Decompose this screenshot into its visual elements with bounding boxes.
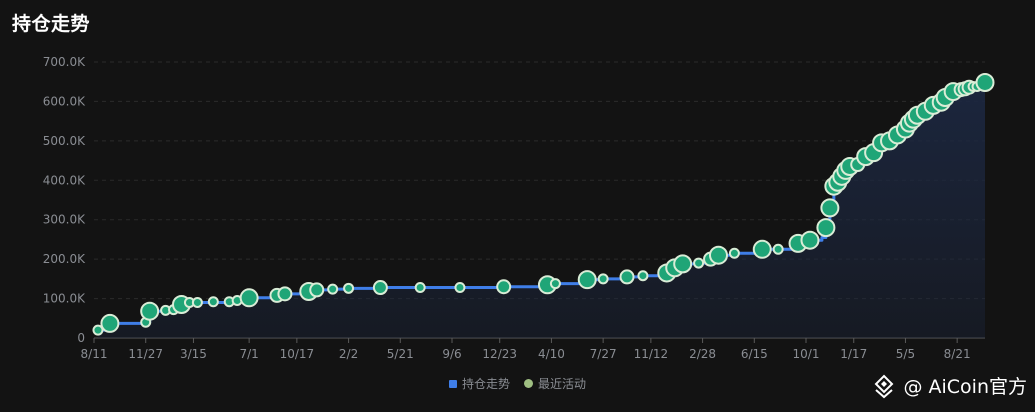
activity-point [414, 282, 426, 294]
activity-point [708, 245, 728, 265]
activity-point [239, 288, 259, 308]
activity-point [816, 218, 836, 238]
activity-point [140, 301, 160, 321]
x-tick-label: 10/17 [280, 347, 315, 361]
y-tick-label: 0 [77, 331, 85, 345]
legend-label-position: 持仓走势 [461, 377, 510, 391]
x-tick-label: 6/15 [741, 347, 768, 361]
y-tick-label: 600.0K [43, 94, 86, 108]
activity-point [693, 257, 705, 269]
y-tick-label: 400.0K [43, 173, 86, 187]
x-tick-label: 7/27 [590, 347, 617, 361]
watermark-text: @ AiCoin官方 [903, 376, 1027, 398]
activity-point [191, 297, 203, 309]
activity-point [372, 280, 388, 296]
activity-point [800, 230, 820, 250]
series-area-fill [97, 82, 986, 338]
y-tick-label: 500.0K [43, 134, 86, 148]
y-tick-label: 300.0K [43, 213, 86, 227]
x-tick-label: 11/27 [128, 347, 163, 361]
x-tick-label: 7/1 [239, 347, 258, 361]
activity-point [728, 247, 740, 259]
activity-point [975, 73, 995, 93]
activity-point [207, 296, 219, 308]
x-tick-label: 12/23 [482, 347, 517, 361]
aicoin-logo-icon [875, 374, 894, 398]
activity-point [619, 269, 635, 285]
activity-point [549, 278, 561, 290]
activity-point [637, 270, 649, 282]
legend-label-activity: 最近活动 [538, 377, 587, 391]
activity-point [309, 282, 325, 298]
x-tick-label: 10/1 [793, 347, 820, 361]
activity-point [277, 286, 293, 302]
activity-point [772, 243, 784, 255]
activity-point [597, 273, 609, 285]
x-tick-label: 1/17 [840, 347, 867, 361]
y-tick-label: 100.0K [43, 292, 86, 306]
x-tick-label: 5/21 [387, 347, 414, 361]
x-tick-label: 2/2 [339, 347, 358, 361]
x-tick-label: 2/28 [689, 347, 716, 361]
activity-point [820, 198, 840, 218]
activity-point [454, 282, 466, 294]
x-tick-label: 8/11 [81, 347, 108, 361]
x-tick-label: 9/6 [442, 347, 461, 361]
chart-title: 持仓走势 [12, 13, 91, 35]
x-tick-label: 11/12 [634, 347, 669, 361]
legend-item-position[interactable]: 持仓走势 [448, 375, 510, 392]
activity-point [752, 239, 772, 259]
watermark: @ AiCoin官方 [871, 372, 1027, 399]
activity-point [100, 313, 120, 333]
x-tick-label: 8/21 [944, 347, 971, 361]
activity-point [577, 270, 597, 290]
activity-point [343, 282, 355, 294]
legend-dot-swatch [524, 379, 533, 388]
y-tick-label: 200.0K [43, 252, 86, 266]
activity-point [673, 254, 693, 274]
y-tick-label: 700.0K [43, 55, 86, 69]
chart-legend: 持仓走势 最近活动 [0, 375, 1035, 392]
x-tick-label: 5/5 [896, 347, 915, 361]
activity-point [496, 279, 512, 295]
activity-point [327, 283, 339, 295]
legend-item-activity[interactable]: 最近活动 [524, 375, 586, 392]
legend-line-swatch [448, 379, 457, 388]
activity-point [92, 324, 104, 336]
x-tick-label: 4/10 [538, 347, 565, 361]
x-tick-label: 3/15 [180, 347, 207, 361]
